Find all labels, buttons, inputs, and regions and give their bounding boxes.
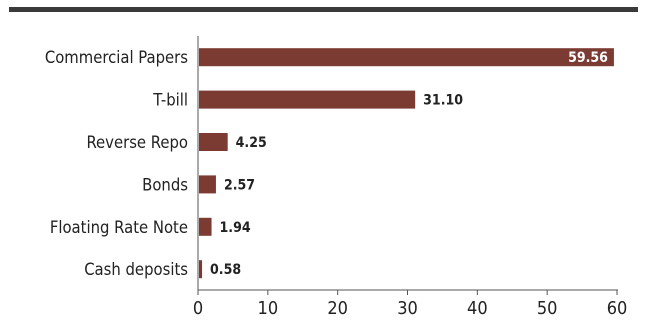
bar [199, 217, 212, 236]
x-tick-label: 10 [258, 298, 279, 319]
bar [199, 90, 416, 109]
value-label: 0.58 [210, 262, 241, 278]
category-label: Floating Rate Note [50, 218, 188, 237]
bar [199, 175, 216, 194]
x-tick-label: 30 [397, 298, 418, 319]
bar [199, 260, 203, 279]
x-tick-label: 0 [193, 298, 203, 319]
x-tick-label: 40 [467, 298, 488, 319]
category-label: Commercial Papers [45, 48, 188, 67]
category-label: Bonds [142, 175, 188, 194]
bar [199, 48, 614, 67]
bar [199, 133, 228, 151]
top-rule [9, 7, 638, 12]
value-label: 59.56 [568, 50, 608, 66]
value-label: 31.10 [423, 93, 463, 109]
category-label: T-bill [152, 91, 188, 110]
x-tick-label: 50 [537, 298, 558, 319]
value-label: 2.57 [224, 177, 255, 193]
category-label: Reverse Repo [86, 133, 188, 152]
value-label: 1.94 [220, 220, 251, 236]
x-tick-label: 20 [327, 298, 348, 319]
category-label: Cash deposits [84, 260, 188, 279]
x-tick-label: 60 [607, 298, 628, 319]
value-label: 4.25 [236, 135, 267, 151]
